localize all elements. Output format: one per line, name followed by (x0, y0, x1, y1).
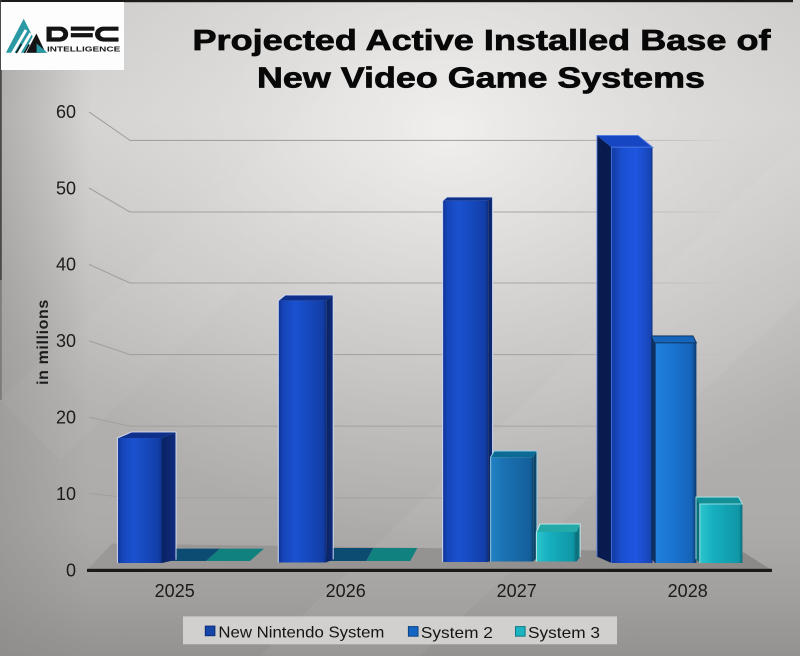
svg-text:INTELLIGENCE: INTELLIGENCE (47, 44, 120, 53)
svg-text:10: 10 (56, 484, 76, 504)
svg-text:Projected Active Installed Bas: Projected Active Installed Base of (193, 25, 771, 57)
svg-text:2028: 2028 (668, 581, 708, 601)
svg-text:50: 50 (56, 178, 76, 198)
svg-text:2026: 2026 (326, 581, 366, 601)
svg-text:20: 20 (56, 408, 76, 428)
svg-text:System 2: System 2 (421, 625, 493, 642)
svg-text:40: 40 (56, 255, 76, 275)
svg-text:New Video Game Systems: New Video Game Systems (257, 63, 705, 95)
svg-text:System 3: System 3 (528, 625, 600, 642)
svg-text:2025: 2025 (155, 581, 195, 601)
svg-text:in millions: in millions (35, 299, 52, 385)
svg-text:30: 30 (56, 331, 76, 351)
svg-text:60: 60 (56, 102, 76, 122)
svg-text:New Nintendo System: New Nintendo System (218, 625, 384, 642)
svg-text:0: 0 (66, 560, 76, 580)
svg-text:2027: 2027 (497, 581, 537, 601)
